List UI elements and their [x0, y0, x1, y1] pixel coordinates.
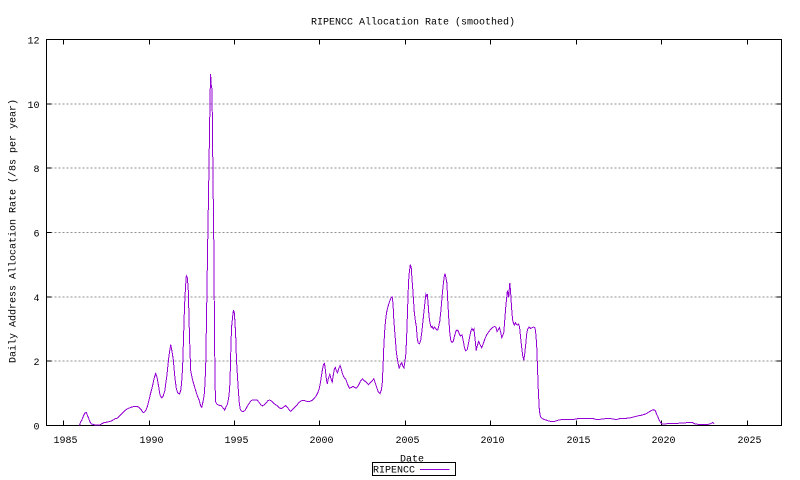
svg-text:1990: 1990 [139, 436, 163, 447]
svg-text:2015: 2015 [566, 436, 590, 447]
svg-text:6: 6 [33, 230, 39, 241]
svg-text:RIPENCC: RIPENCC [373, 466, 415, 477]
svg-text:0: 0 [33, 423, 39, 434]
svg-text:1985: 1985 [53, 436, 77, 447]
svg-text:RIPENCC Allocation Rate (smoot: RIPENCC Allocation Rate (smoothed) [311, 17, 515, 29]
svg-text:2005: 2005 [395, 436, 419, 447]
svg-text:4: 4 [33, 294, 39, 305]
svg-text:12: 12 [27, 37, 39, 48]
svg-text:Date: Date [400, 455, 424, 466]
svg-text:2000: 2000 [309, 436, 333, 447]
svg-text:10: 10 [27, 101, 39, 112]
svg-text:2020: 2020 [651, 436, 675, 447]
svg-text:2010: 2010 [480, 436, 504, 447]
svg-text:1995: 1995 [224, 436, 248, 447]
svg-text:8: 8 [33, 165, 39, 176]
svg-text:2: 2 [33, 358, 39, 369]
svg-text:2025: 2025 [737, 436, 761, 447]
svg-text:Daily Address Allocation Rate: Daily Address Allocation Rate (/8s per y… [8, 99, 20, 363]
